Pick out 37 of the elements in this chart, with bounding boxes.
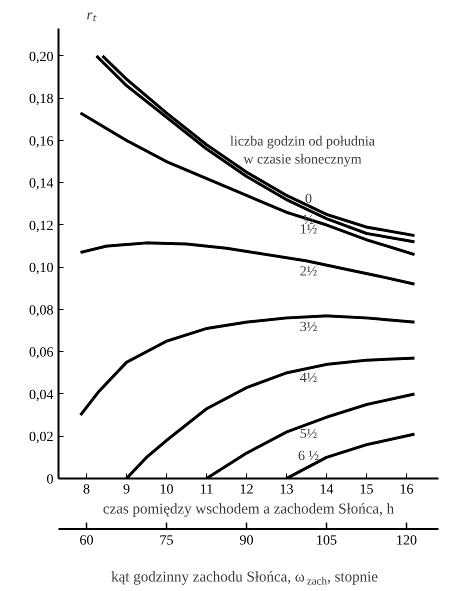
x-tick-label: 14 [320, 482, 334, 498]
x-tick-label: 12 [240, 482, 254, 498]
x2-tick-label: 60 [80, 534, 94, 549]
series-label: 6 ½ [298, 448, 319, 464]
line-series [79, 241, 416, 286]
y-tick-label: 0,02 [29, 430, 54, 446]
x-tick-label: 9 [123, 482, 130, 498]
y-tick-label: 0,20 [29, 50, 54, 65]
x-tick-label: 11 [200, 482, 214, 498]
y-tick-label: 0,12 [29, 218, 54, 234]
series-label: 0 [305, 192, 312, 207]
y-tick-label: 0,10 [29, 261, 54, 276]
y-tick-label: 0,08 [29, 303, 54, 318]
x-tick-label: 13 [280, 482, 294, 498]
y-tick-label: 0,18 [29, 92, 54, 108]
x-axis-title: czas pomiędzy wschodem a zachodem Słońca, h [102, 502, 395, 518]
line-series [79, 314, 416, 417]
x2-tick-label: 90 [240, 534, 254, 549]
x-tick-label: 8 [83, 482, 90, 498]
line-series [79, 112, 416, 256]
y-tick-label: 0,14 [29, 176, 54, 192]
y-tick-label: 0,06 [29, 346, 54, 361]
y-tick-label: 0 [46, 472, 54, 488]
series-label: 3½ [300, 320, 318, 335]
legend-title: liczba godzin od południa w czasie słonecznym [230, 134, 376, 168]
x2-tick-label: 105 [316, 534, 337, 549]
x-tick-label: 10 [160, 482, 174, 498]
x2-tick-label: 120 [396, 534, 417, 549]
x-tick-label: 16 [400, 482, 414, 498]
series-label: 5½ [300, 426, 318, 442]
series-label: 4½ [300, 371, 318, 386]
series-label: 2½ [300, 264, 318, 280]
y-tick-label: 0,04 [29, 388, 54, 403]
y-axis-title: rₜ [86, 8, 98, 24]
y-tick-label: 0,16 [29, 134, 54, 150]
x-tick-label: 15 [360, 482, 374, 498]
x2-tick-label: 75 [160, 534, 174, 549]
